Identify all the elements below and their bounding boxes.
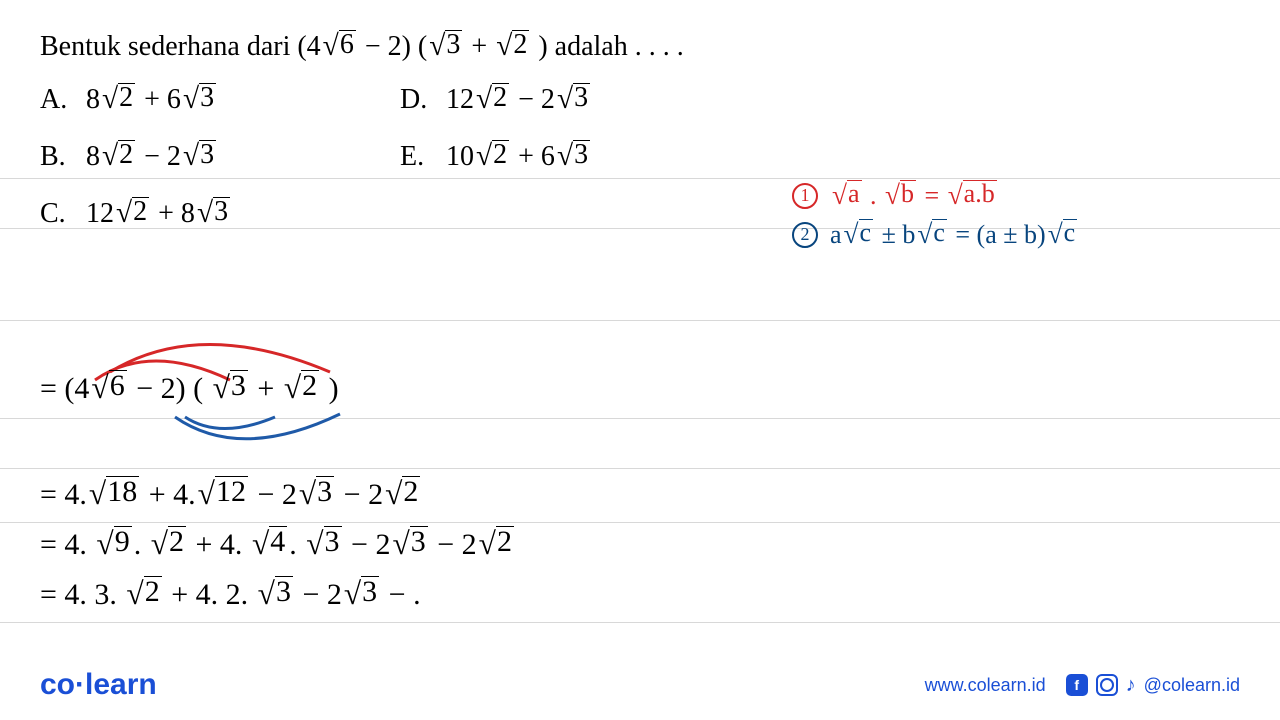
- social-handle: @colearn.id: [1144, 675, 1240, 696]
- work-line-3: = 4. √9. √2 + 4. √4. √3 − 2√3 − 2√2: [40, 526, 516, 562]
- sqrt: √3: [429, 30, 462, 63]
- ruled-line: [0, 178, 1280, 179]
- work-line-1: = (4√6 − 2) ( √3 + √2 ): [40, 370, 516, 406]
- sqrt: √6: [323, 30, 356, 63]
- facebook-icon: f: [1066, 674, 1088, 696]
- rules-annotations: 1 √a . √b = √a.b 2 a√c ± b√c = (a ± b)√c: [702, 180, 1262, 250]
- footer-url: www.colearn.id: [925, 675, 1046, 696]
- ruled-line: [0, 320, 1280, 321]
- brand-logo: co·learn: [40, 668, 157, 702]
- work-area: = (4√6 − 2) ( √3 + √2 ) = 4.√18 + 4.√12 …: [40, 370, 516, 626]
- q-prefix: Bentuk sederhana dari (4: [40, 31, 321, 62]
- work-line-4: = 4. 3. √2 + 4. 2. √3 − 2√3 − .: [40, 576, 516, 612]
- footer: co·learn www.colearn.id f ♪ @colearn.id: [0, 668, 1280, 702]
- option-d: D. 12√2 − 2√3: [400, 83, 780, 116]
- option-a: A. 8√2 + 6√3: [40, 83, 400, 116]
- option-c: C. 12√2 + 8√3: [40, 197, 400, 230]
- work-line-2: = 4.√18 + 4.√12 − 2√3 − 2√2: [40, 476, 516, 512]
- sqrt: √2: [496, 30, 529, 63]
- footer-right: www.colearn.id f ♪ @colearn.id: [925, 674, 1240, 697]
- question-text: Bentuk sederhana dari (4√6 − 2) (√3 + √2…: [40, 30, 1240, 63]
- option-e: E. 10√2 + 6√3: [400, 140, 780, 173]
- rule-1: 1 √a . √b = √a.b: [702, 180, 1262, 211]
- option-b: B. 8√2 − 2√3: [40, 140, 400, 173]
- rule-2: 2 a√c ± b√c = (a ± b)√c: [702, 219, 1262, 250]
- social-icons: f ♪ @colearn.id: [1066, 674, 1240, 697]
- instagram-icon: [1096, 674, 1118, 696]
- tiktok-icon: ♪: [1126, 674, 1136, 697]
